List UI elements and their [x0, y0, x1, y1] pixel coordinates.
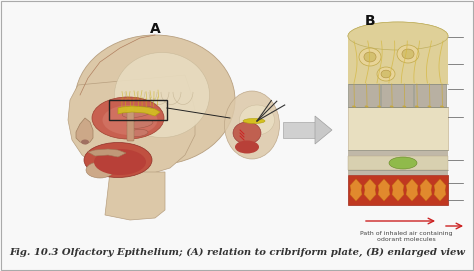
Ellipse shape [75, 35, 235, 165]
Ellipse shape [359, 48, 381, 66]
Polygon shape [76, 118, 93, 144]
Text: B: B [365, 14, 375, 28]
FancyBboxPatch shape [127, 107, 134, 141]
Ellipse shape [239, 105, 274, 135]
Polygon shape [406, 179, 418, 201]
Bar [348, 107, 448, 150]
FancyBboxPatch shape [283, 122, 315, 138]
Ellipse shape [102, 105, 157, 135]
Ellipse shape [243, 118, 265, 124]
Polygon shape [434, 179, 446, 201]
Ellipse shape [128, 130, 148, 137]
Ellipse shape [397, 45, 419, 63]
Ellipse shape [377, 67, 395, 81]
Ellipse shape [381, 70, 391, 78]
Ellipse shape [84, 143, 152, 178]
Text: Path of inhaled air containing
odorant molecules: Path of inhaled air containing odorant m… [360, 231, 452, 242]
Ellipse shape [81, 140, 89, 144]
Polygon shape [420, 179, 432, 201]
Bar [348, 170, 448, 175]
Ellipse shape [92, 97, 164, 139]
Ellipse shape [402, 49, 414, 59]
Polygon shape [68, 75, 195, 175]
Polygon shape [392, 179, 404, 201]
Polygon shape [88, 149, 126, 157]
Bar [109, 100, 167, 120]
Polygon shape [105, 172, 165, 220]
Ellipse shape [94, 149, 146, 175]
Bar [348, 175, 448, 205]
Polygon shape [364, 179, 376, 201]
Ellipse shape [364, 52, 376, 62]
Ellipse shape [115, 53, 210, 137]
Ellipse shape [389, 157, 417, 169]
Ellipse shape [348, 22, 448, 50]
Polygon shape [118, 106, 160, 116]
Bar [348, 36, 448, 84]
Ellipse shape [86, 162, 114, 178]
Ellipse shape [225, 91, 280, 159]
Ellipse shape [233, 122, 261, 144]
Ellipse shape [127, 120, 153, 128]
Bar [348, 84, 380, 107]
Text: Fig. 10.3 Olfactory Epithelium; (A) relation to cribriform plate, (B) enlarged v: Fig. 10.3 Olfactory Epithelium; (A) rela… [9, 248, 465, 257]
Ellipse shape [348, 22, 448, 50]
Polygon shape [350, 179, 362, 201]
Polygon shape [315, 116, 332, 144]
Text: A: A [150, 22, 160, 36]
Polygon shape [378, 179, 390, 201]
Bar [348, 156, 448, 170]
Bar [414, 84, 446, 107]
Bar [348, 150, 448, 156]
Bar [381, 84, 413, 107]
Ellipse shape [122, 106, 154, 118]
Ellipse shape [235, 140, 259, 153]
